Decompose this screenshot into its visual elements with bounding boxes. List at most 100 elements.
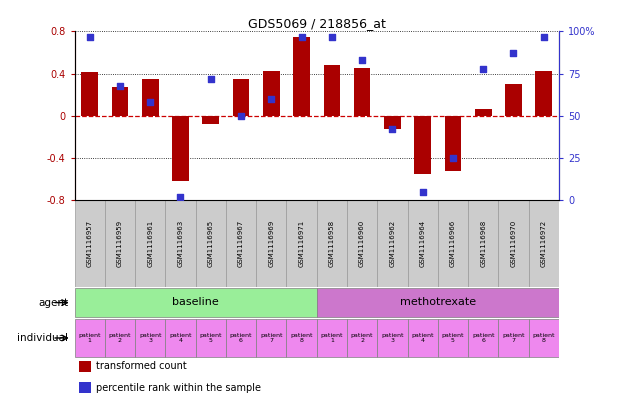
Text: patient
6: patient 6 xyxy=(230,332,252,343)
Point xyxy=(84,33,94,40)
Bar xyxy=(468,200,498,287)
Bar xyxy=(407,319,438,357)
Bar xyxy=(135,200,165,287)
Text: transformed count: transformed count xyxy=(96,362,187,371)
Bar xyxy=(256,319,286,357)
Point xyxy=(539,33,549,40)
Bar xyxy=(347,319,378,357)
Point xyxy=(115,83,125,89)
Bar xyxy=(226,319,256,357)
Text: agent: agent xyxy=(38,298,68,308)
Bar xyxy=(105,319,135,357)
Bar xyxy=(79,382,91,393)
Bar xyxy=(81,72,98,116)
Text: GSM1116965: GSM1116965 xyxy=(208,220,214,267)
Point xyxy=(206,75,215,82)
Text: patient
8: patient 8 xyxy=(291,332,313,343)
Text: GSM1116961: GSM1116961 xyxy=(147,220,153,267)
Bar xyxy=(256,200,286,287)
Point xyxy=(357,57,367,63)
Point xyxy=(418,189,428,195)
Bar xyxy=(498,200,528,287)
Point xyxy=(176,194,186,200)
Text: GSM1116957: GSM1116957 xyxy=(87,220,93,267)
Text: patient
6: patient 6 xyxy=(472,332,494,343)
Bar xyxy=(505,84,522,116)
Bar xyxy=(226,200,256,287)
Text: patient
1: patient 1 xyxy=(320,332,343,343)
Point xyxy=(509,50,519,57)
Text: patient
2: patient 2 xyxy=(109,332,131,343)
Text: individual: individual xyxy=(17,333,68,343)
Bar xyxy=(165,200,196,287)
Bar xyxy=(135,319,165,357)
Bar xyxy=(165,319,196,357)
Text: GSM1116968: GSM1116968 xyxy=(480,220,486,267)
Text: patient
5: patient 5 xyxy=(442,332,464,343)
Bar xyxy=(196,319,226,357)
Text: patient
5: patient 5 xyxy=(199,332,222,343)
Text: GSM1116959: GSM1116959 xyxy=(117,220,123,267)
Bar xyxy=(286,200,317,287)
Point xyxy=(327,33,337,40)
Bar xyxy=(347,200,378,287)
Point xyxy=(297,33,307,40)
Bar xyxy=(317,319,347,357)
Text: percentile rank within the sample: percentile rank within the sample xyxy=(96,383,261,393)
Text: GSM1116964: GSM1116964 xyxy=(420,220,425,267)
Bar xyxy=(79,361,91,372)
Bar xyxy=(354,68,371,116)
Bar xyxy=(293,37,310,116)
Text: patient
2: patient 2 xyxy=(351,332,373,343)
Bar xyxy=(286,319,317,357)
Bar xyxy=(324,65,340,116)
Point xyxy=(478,66,488,72)
Text: GSM1116966: GSM1116966 xyxy=(450,220,456,267)
Bar xyxy=(263,70,279,116)
Text: patient
7: patient 7 xyxy=(502,332,525,343)
Bar xyxy=(172,116,189,182)
Bar xyxy=(535,70,552,116)
Text: GSM1116970: GSM1116970 xyxy=(510,220,517,267)
Text: GSM1116967: GSM1116967 xyxy=(238,220,244,267)
Text: GSM1116960: GSM1116960 xyxy=(359,220,365,267)
Bar xyxy=(468,319,498,357)
Text: patient
3: patient 3 xyxy=(381,332,404,343)
Point xyxy=(236,113,246,119)
Bar xyxy=(196,200,226,287)
Bar xyxy=(202,116,219,124)
Bar xyxy=(445,116,461,171)
Bar xyxy=(528,319,559,357)
Bar xyxy=(384,116,401,129)
Text: patient
8: patient 8 xyxy=(533,332,555,343)
Text: GSM1116962: GSM1116962 xyxy=(389,220,396,267)
Bar xyxy=(414,116,431,174)
Text: GSM1116969: GSM1116969 xyxy=(268,220,274,267)
Point xyxy=(388,126,397,132)
Bar xyxy=(233,79,250,116)
Bar xyxy=(438,319,468,357)
Bar xyxy=(378,319,407,357)
Bar xyxy=(75,200,105,287)
Bar xyxy=(75,319,105,357)
Text: GSM1116972: GSM1116972 xyxy=(541,220,546,267)
Text: patient
4: patient 4 xyxy=(170,332,192,343)
Bar xyxy=(407,200,438,287)
Text: patient
1: patient 1 xyxy=(78,332,101,343)
Bar xyxy=(438,200,468,287)
Text: GSM1116971: GSM1116971 xyxy=(299,220,304,267)
Text: GSM1116963: GSM1116963 xyxy=(178,220,183,267)
Text: GSM1116958: GSM1116958 xyxy=(329,220,335,267)
Text: patient
7: patient 7 xyxy=(260,332,283,343)
Text: patient
4: patient 4 xyxy=(412,332,434,343)
Text: methotrexate: methotrexate xyxy=(400,297,476,307)
Bar xyxy=(142,79,158,116)
Bar xyxy=(475,108,492,116)
Point xyxy=(145,99,155,106)
Bar xyxy=(317,288,559,317)
Bar xyxy=(378,200,407,287)
Bar xyxy=(105,200,135,287)
Text: baseline: baseline xyxy=(172,297,219,307)
Bar xyxy=(528,200,559,287)
Bar xyxy=(112,87,129,116)
